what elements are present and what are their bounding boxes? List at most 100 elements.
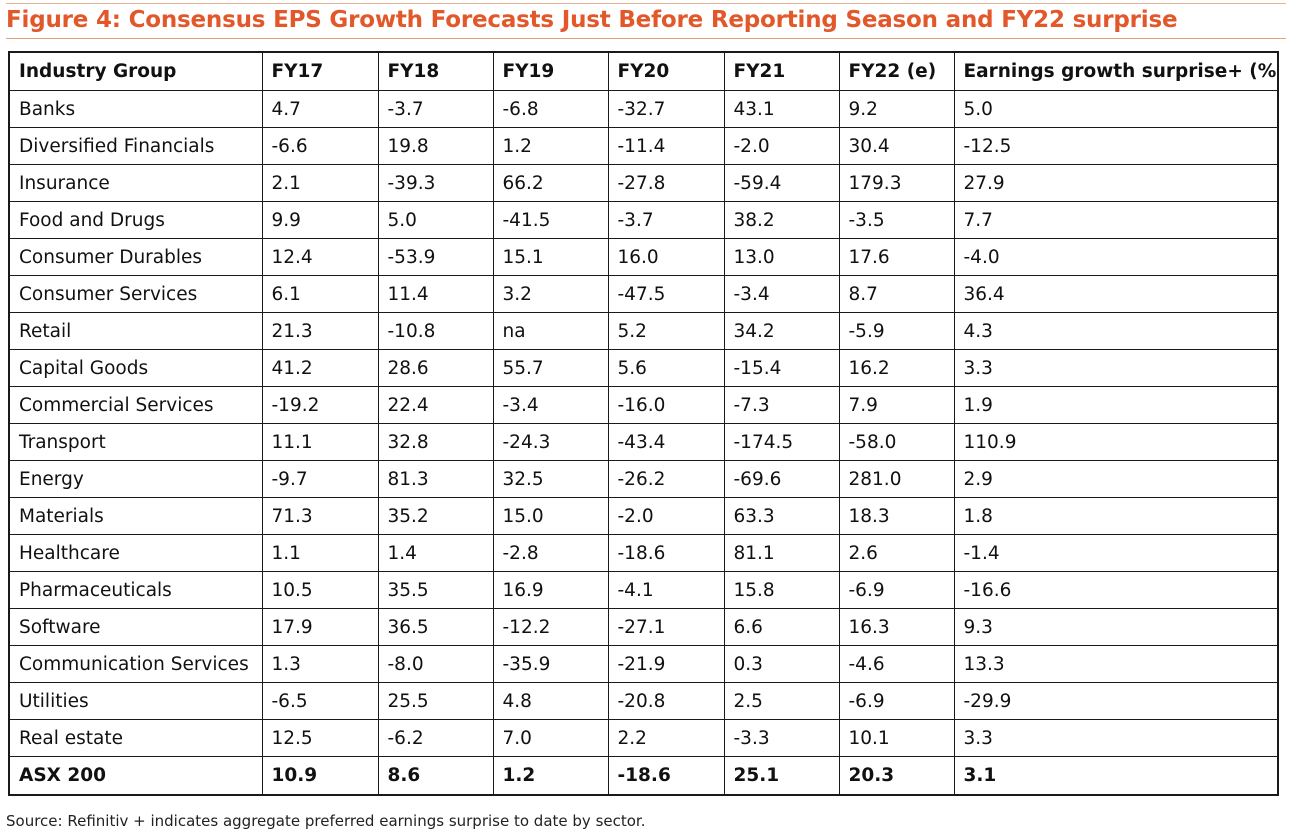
cell-fy22e: 281.0 bbox=[838, 460, 955, 498]
cell-fy19: -6.8 bbox=[492, 90, 609, 128]
cell-fy18: 22.4 bbox=[377, 386, 494, 424]
cell-fy22e: -4.6 bbox=[838, 645, 955, 683]
table-header-row: Industry Group FY17 FY18 FY19 FY20 FY21 … bbox=[8, 51, 1279, 91]
cell-fy19: 1.2 bbox=[492, 127, 609, 165]
cell-fy21: 43.1 bbox=[723, 90, 840, 128]
cell-fy18: 19.8 bbox=[377, 127, 494, 165]
cell-fy17: 4.7 bbox=[261, 90, 379, 128]
cell-fy21: 2.5 bbox=[723, 682, 840, 720]
cell-fy19: 15.1 bbox=[492, 238, 609, 276]
cell-fy21: 34.2 bbox=[723, 312, 840, 350]
cell-earnings-surprise: 36.4 bbox=[953, 275, 1279, 313]
cell-fy17: -6.6 bbox=[261, 127, 379, 165]
cell-fy17: 2.1 bbox=[261, 164, 379, 202]
cell-fy17: 41.2 bbox=[261, 349, 379, 387]
cell-fy22e: -6.9 bbox=[838, 571, 955, 609]
cell-fy22e: 30.4 bbox=[838, 127, 955, 165]
cell-fy20: 2.2 bbox=[607, 719, 725, 757]
header-earnings-surprise: Earnings growth surprise+ (%) bbox=[953, 51, 1279, 91]
eps-growth-table: Industry Group FY17 FY18 FY19 FY20 FY21 … bbox=[8, 51, 1279, 796]
cell-fy21: -174.5 bbox=[723, 423, 840, 461]
cell-fy20: -16.0 bbox=[607, 386, 725, 424]
cell-industry-group: Materials bbox=[8, 497, 263, 535]
header-fy21: FY21 bbox=[723, 51, 840, 91]
cell-fy19: -3.4 bbox=[492, 386, 609, 424]
header-fy19: FY19 bbox=[492, 51, 609, 91]
cell-fy19: -41.5 bbox=[492, 201, 609, 239]
cell-fy22e: -3.5 bbox=[838, 201, 955, 239]
cell-industry-group: Retail bbox=[8, 312, 263, 350]
cell-fy20: -27.8 bbox=[607, 164, 725, 202]
cell-fy20: -27.1 bbox=[607, 608, 725, 646]
cell-fy18: 32.8 bbox=[377, 423, 494, 461]
total-cell-fy19: 1.2 bbox=[492, 756, 609, 796]
cell-industry-group: Capital Goods bbox=[8, 349, 263, 387]
cell-fy18: -53.9 bbox=[377, 238, 494, 276]
cell-fy22e: 10.1 bbox=[838, 719, 955, 757]
cell-fy21: 15.8 bbox=[723, 571, 840, 609]
table-row: Consumer Services 6.1 11.4 3.2 -47.5 -3.4 8.7 3… bbox=[8, 275, 1279, 313]
cell-fy19: 4.8 bbox=[492, 682, 609, 720]
cell-fy19: -2.8 bbox=[492, 534, 609, 572]
cell-earnings-surprise: -4.0 bbox=[953, 238, 1279, 276]
cell-fy22e: -6.9 bbox=[838, 682, 955, 720]
cell-fy19: 7.0 bbox=[492, 719, 609, 757]
cell-earnings-surprise: -1.4 bbox=[953, 534, 1279, 572]
table-body: Banks 4.7 -3.7 -6.8 -32.7 43.1 9.2 5.0 Diversifi… bbox=[8, 90, 1279, 796]
cell-industry-group: Consumer Services bbox=[8, 275, 263, 313]
cell-fy22e: 16.2 bbox=[838, 349, 955, 387]
cell-fy21: 6.6 bbox=[723, 608, 840, 646]
header-fy20: FY20 bbox=[607, 51, 725, 91]
cell-earnings-surprise: 1.8 bbox=[953, 497, 1279, 535]
cell-fy22e: -58.0 bbox=[838, 423, 955, 461]
header-industry-group: Industry Group bbox=[8, 51, 263, 91]
cell-fy21: -59.4 bbox=[723, 164, 840, 202]
cell-fy22e: 9.2 bbox=[838, 90, 955, 128]
cell-fy18: -39.3 bbox=[377, 164, 494, 202]
total-cell-industry-group: ASX 200 bbox=[8, 756, 263, 796]
cell-fy19: -12.2 bbox=[492, 608, 609, 646]
cell-industry-group: Communication Services bbox=[8, 645, 263, 683]
total-cell-fy21: 25.1 bbox=[723, 756, 840, 796]
header-fy17: FY17 bbox=[261, 51, 379, 91]
cell-industry-group: Pharmaceuticals bbox=[8, 571, 263, 609]
cell-fy21: -7.3 bbox=[723, 386, 840, 424]
cell-fy20: 5.6 bbox=[607, 349, 725, 387]
cell-fy17: 10.5 bbox=[261, 571, 379, 609]
table-row: Real estate 12.5 -6.2 7.0 2.2 -3.3 10.1 3.3 bbox=[8, 719, 1279, 757]
cell-earnings-surprise: 4.3 bbox=[953, 312, 1279, 350]
cell-fy19: 15.0 bbox=[492, 497, 609, 535]
total-cell-fy17: 10.9 bbox=[261, 756, 379, 796]
cell-earnings-surprise: 9.3 bbox=[953, 608, 1279, 646]
cell-fy18: 5.0 bbox=[377, 201, 494, 239]
total-cell-fy18: 8.6 bbox=[377, 756, 494, 796]
cell-fy20: -2.0 bbox=[607, 497, 725, 535]
table-row: Software 17.9 36.5 -12.2 -27.1 6.6 16.3 9.3 bbox=[8, 608, 1279, 646]
cell-fy21: -2.0 bbox=[723, 127, 840, 165]
table-row: Utilities -6.5 25.5 4.8 -20.8 2.5 -6.9 -29.9 bbox=[8, 682, 1279, 720]
cell-earnings-surprise: -12.5 bbox=[953, 127, 1279, 165]
cell-fy19: 32.5 bbox=[492, 460, 609, 498]
cell-industry-group: Food and Drugs bbox=[8, 201, 263, 239]
cell-fy22e: -5.9 bbox=[838, 312, 955, 350]
cell-fy17: 12.4 bbox=[261, 238, 379, 276]
cell-fy18: 35.5 bbox=[377, 571, 494, 609]
cell-fy19: -24.3 bbox=[492, 423, 609, 461]
cell-fy22e: 16.3 bbox=[838, 608, 955, 646]
cell-fy19: -35.9 bbox=[492, 645, 609, 683]
cell-industry-group: Consumer Durables bbox=[8, 238, 263, 276]
cell-fy18: 81.3 bbox=[377, 460, 494, 498]
cell-earnings-surprise: 5.0 bbox=[953, 90, 1279, 128]
cell-fy21: -3.3 bbox=[723, 719, 840, 757]
table-row: Banks 4.7 -3.7 -6.8 -32.7 43.1 9.2 5.0 bbox=[8, 90, 1279, 128]
cell-fy22e: 2.6 bbox=[838, 534, 955, 572]
cell-fy20: -18.6 bbox=[607, 534, 725, 572]
table-row: Materials 71.3 35.2 15.0 -2.0 63.3 18.3 1.8 bbox=[8, 497, 1279, 535]
table-row: Consumer Durables 12.4 -53.9 15.1 16.0 13.0 17… bbox=[8, 238, 1279, 276]
cell-fy17: 6.1 bbox=[261, 275, 379, 313]
cell-fy20: -21.9 bbox=[607, 645, 725, 683]
cell-fy17: 12.5 bbox=[261, 719, 379, 757]
cell-fy20: 16.0 bbox=[607, 238, 725, 276]
cell-fy20: -43.4 bbox=[607, 423, 725, 461]
cell-fy17: 1.1 bbox=[261, 534, 379, 572]
